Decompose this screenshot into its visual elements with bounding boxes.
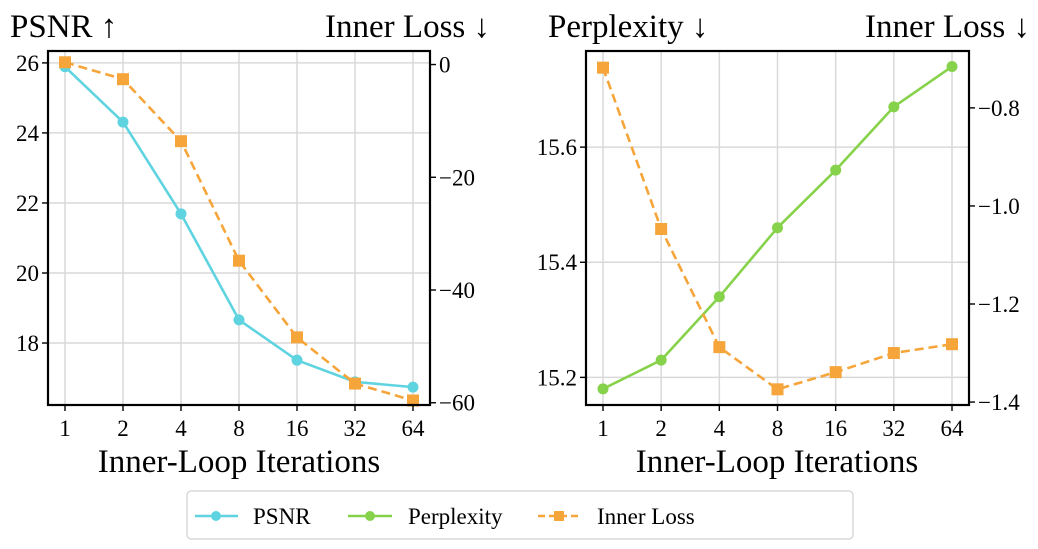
y-right-tick-label: −1.0 <box>978 194 1020 219</box>
legend-item-perplexity: Perplexity <box>348 504 503 529</box>
legend-psnr-marker <box>211 511 221 521</box>
y-right-tick-label: −20 <box>439 165 475 190</box>
inner-loss-point <box>887 347 900 360</box>
legend-item-psnr: PSNR <box>195 504 311 529</box>
inner-loss-point <box>59 56 71 69</box>
y-left-tick-label: 22 <box>16 191 39 216</box>
inner-loss-point <box>233 254 245 267</box>
x-tick-label: 64 <box>941 416 965 441</box>
inner-loss-point <box>597 61 609 74</box>
inner-loss-point <box>713 341 726 354</box>
inner-loss-point <box>829 366 842 379</box>
x-tick-label: 8 <box>772 416 784 441</box>
y-left-tick-label: 24 <box>16 121 40 146</box>
perplexity-point <box>772 222 783 234</box>
perplexity-point <box>830 164 842 176</box>
inner-loss-point <box>946 338 958 351</box>
y-right-tick-label: −1.2 <box>978 292 1020 317</box>
y-right-tick-label: −1.4 <box>978 390 1020 415</box>
inner-loss-point <box>407 394 419 407</box>
x-tick-label: 1 <box>59 416 71 441</box>
psnr-axis-title: PSNR ↑ <box>10 9 117 45</box>
legend-inner-loss-marker <box>554 511 564 521</box>
perplexity-point <box>713 291 725 303</box>
legend-frame <box>186 490 854 540</box>
perplexity-point <box>597 383 609 395</box>
x-tick-label: 2 <box>655 416 667 441</box>
x-tick-label: 4 <box>175 416 187 441</box>
psnr-point <box>233 314 245 326</box>
legend-perplexity-marker <box>365 511 375 521</box>
x-tick-label: 16 <box>824 416 847 441</box>
psnr-point <box>117 116 129 128</box>
x-tick-label: 8 <box>233 416 245 441</box>
inner-loss-point <box>117 73 129 86</box>
psnr-point <box>407 381 419 393</box>
x-tick-label: 32 <box>344 416 367 441</box>
x-tick-label: 4 <box>714 416 726 441</box>
perplexity-panel-series-perplexity <box>597 61 958 395</box>
inner-loss-point <box>655 222 668 235</box>
y-left-tick-label: 20 <box>16 261 39 286</box>
legend-inner-loss-label: Inner Loss <box>597 504 695 529</box>
perplexity-point <box>655 354 667 366</box>
legend: PSNR Perplexity Inner Loss <box>186 490 854 540</box>
y-left-tick-label: 15.2 <box>537 365 577 390</box>
psnr-point <box>175 208 187 220</box>
x-tick-label: 2 <box>117 416 129 441</box>
legend-psnr-label: PSNR <box>253 504 311 529</box>
y-right-tick-label: 0 <box>439 53 451 78</box>
y-right-tick-label: −40 <box>439 278 475 303</box>
y-left-tick-label: 26 <box>16 51 39 76</box>
x-tick-label: 64 <box>402 416 426 441</box>
y-left-tick-label: 18 <box>16 331 39 356</box>
psnr-point <box>291 354 303 366</box>
y-left-tick-label: 15.4 <box>537 250 578 275</box>
psnr-panel-grid <box>48 51 430 405</box>
inner-loss-point <box>349 377 361 390</box>
inner-loss-point <box>771 383 784 396</box>
psnr-panel-x-axis-label: Inner-Loop Iterations <box>98 444 380 480</box>
y-right-tick-label: −60 <box>439 391 475 416</box>
y-left-tick-label: 15.6 <box>537 135 577 160</box>
perplexity-panel-inner-loss-axis-title: Inner Loss ↓ <box>865 9 1030 45</box>
y-right-tick-label: −0.8 <box>978 96 1020 121</box>
perplexity-panel: 1 2 4 8 16 32 64 15.2 15.4 15.6 −0.8 −1.0 −1.2 −1.4 <box>537 49 1020 441</box>
x-tick-label: 32 <box>882 416 905 441</box>
legend-item-inner-loss: Inner Loss <box>538 504 695 529</box>
psnr-panel-series-inner-loss <box>59 56 419 407</box>
psnr-panel-inner-loss-axis-title: Inner Loss ↓ <box>325 9 490 45</box>
perplexity-point <box>888 101 900 113</box>
x-tick-label: 16 <box>286 416 309 441</box>
perplexity-point <box>946 61 958 73</box>
perplexity-panel-series-inner-loss <box>597 61 958 396</box>
inner-loss-point <box>175 135 187 148</box>
legend-perplexity-label: Perplexity <box>408 504 503 529</box>
x-tick-label: 1 <box>597 416 609 441</box>
perplexity-axis-title: Perplexity ↓ <box>548 9 708 45</box>
perplexity-panel-x-axis-label: Inner-Loop Iterations <box>636 444 918 480</box>
inner-loss-point <box>291 331 303 344</box>
